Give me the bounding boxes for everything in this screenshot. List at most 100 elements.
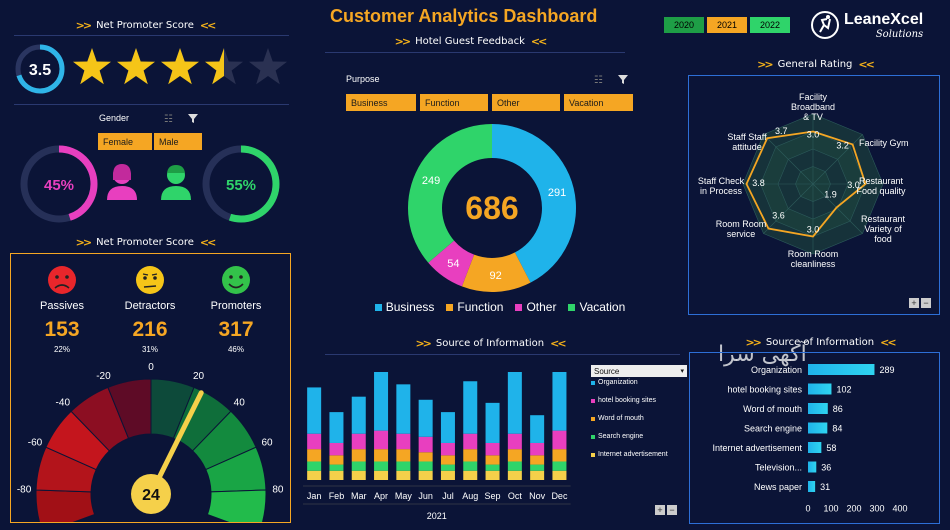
legend-label: Search engine <box>598 433 644 440</box>
gender-male-button[interactable]: Male <box>154 133 202 150</box>
filter-icon[interactable] <box>618 75 628 84</box>
radar-value-label: 3.7 <box>775 126 788 136</box>
bar-segment <box>351 461 366 471</box>
source-legend-item[interactable]: Organization <box>591 379 687 386</box>
bar-segment <box>329 470 344 480</box>
bar-segment <box>329 455 344 465</box>
gauge-tick-label: 40 <box>234 398 246 409</box>
legend-swatch <box>591 380 595 385</box>
source-title: >> Source of Information << <box>400 337 580 350</box>
chevron-right-icon: >> <box>394 35 412 48</box>
data-label: 86 <box>833 404 843 414</box>
hbar <box>808 383 832 395</box>
bar-segment <box>552 461 567 471</box>
x-tick-label: May <box>395 491 413 501</box>
chevron-left-icon: << <box>199 19 217 32</box>
chevron-right-icon: >> <box>75 236 93 249</box>
nps-top-title: >> Net Promoter Score << <box>70 19 220 32</box>
legend-swatch <box>591 434 595 439</box>
year-2022-button[interactable]: 2022 <box>750 17 790 33</box>
nps-panel <box>10 253 291 523</box>
bar-segment <box>307 470 322 480</box>
legend-item-business[interactable]: Business <box>374 300 434 314</box>
donut-hole <box>443 159 541 257</box>
x-tick-label: Mar <box>351 491 367 501</box>
radar-axis <box>763 134 814 185</box>
star-icon <box>161 48 199 85</box>
legend-label: Other <box>526 300 557 314</box>
male-pct: 55% <box>226 177 256 194</box>
y-tick-label: Search engine <box>744 424 802 434</box>
bar-segment <box>552 470 567 480</box>
chevron-left-icon: << <box>550 337 567 350</box>
legend-swatch <box>568 303 576 311</box>
sad-face-icon <box>48 266 76 294</box>
bar-segment <box>396 449 411 462</box>
bar-segment <box>552 449 567 462</box>
bar-segment <box>507 461 522 471</box>
x-tick-label: 300 <box>869 504 884 514</box>
x-tick-label: Sep <box>485 491 501 501</box>
purpose-other-button[interactable]: Other <box>492 94 560 111</box>
legend-item-vacation[interactable]: Vacation <box>568 300 625 314</box>
bar-segment <box>329 442 344 456</box>
passives-pct: 22% <box>54 345 70 354</box>
divider <box>14 104 289 105</box>
bar-segment <box>552 372 567 431</box>
source-legend-item[interactable]: hotel booking sites <box>591 397 687 404</box>
year-slicer: 2020 2021 2022 <box>664 17 790 33</box>
x-tick-label: Nov <box>529 491 546 501</box>
logo: LeaneXcel Solutions <box>810 10 923 40</box>
source-legend-item[interactable]: Word of mouth <box>591 415 687 422</box>
legend-label: Vacation <box>579 300 626 314</box>
source-zoom-in-button[interactable]: + <box>655 505 665 515</box>
slicer-icons: ☷ <box>164 114 198 124</box>
bar-segment <box>418 436 433 453</box>
legend-label: hotel booking sites <box>598 397 656 404</box>
source-dropdown[interactable]: Source ▾ <box>591 365 687 377</box>
legend-item-other[interactable]: Other <box>515 300 556 314</box>
source-horizontal-bar-chart: Organization 289 hotel booking sites 102 Wor… <box>712 364 908 514</box>
rating-zoom-in-button[interactable]: + <box>909 298 919 308</box>
bar-segment <box>463 461 478 471</box>
purpose-function-button[interactable]: Function <box>420 94 488 111</box>
bar-segment <box>329 464 344 471</box>
source-legend-item[interactable]: Search engine <box>591 433 687 440</box>
bar-segment <box>552 430 567 450</box>
x-tick-label: Jun <box>418 491 433 501</box>
purpose-business-button[interactable]: Business <box>346 94 416 111</box>
data-label: 36 <box>821 463 831 473</box>
source-dropdown-label: Source <box>594 366 620 376</box>
data-label: 84 <box>832 424 842 434</box>
x-tick-label: 400 <box>892 504 907 514</box>
bar-segment <box>485 455 500 465</box>
purpose-vacation-button[interactable]: Vacation <box>564 94 633 111</box>
promoters-count: 317 <box>218 318 253 341</box>
gender-female-button[interactable]: Female <box>98 133 152 150</box>
data-label: 31 <box>820 482 830 492</box>
subtitle-text: Hotel Guest Feedback <box>415 36 525 47</box>
promoters-label: Promoters <box>211 300 262 312</box>
radar-category-label: Room Room service <box>716 219 767 239</box>
year-2020-button[interactable]: 2020 <box>664 17 704 33</box>
bar-segment <box>530 455 545 465</box>
detractors-pct: 31% <box>142 345 158 354</box>
rating-title-text: General Rating <box>777 59 853 70</box>
bar-segment <box>530 442 545 456</box>
bar-segment <box>440 442 455 456</box>
year-2021-button[interactable]: 2021 <box>707 17 747 33</box>
male-icon <box>161 165 191 200</box>
multi-select-icon[interactable]: ☷ <box>594 75 603 86</box>
chevron-left-icon: << <box>530 35 548 48</box>
multi-select-icon[interactable]: ☷ <box>164 114 173 124</box>
source-zoom-out-button[interactable]: − <box>667 505 677 515</box>
legend-item-function[interactable]: Function <box>446 300 503 314</box>
bar-segment <box>374 372 389 431</box>
bar-segment <box>418 461 433 471</box>
rating-zoom-out-button[interactable]: − <box>921 298 931 308</box>
chevron-left-icon: << <box>858 58 875 71</box>
filter-icon[interactable] <box>188 114 198 123</box>
source-legend-item[interactable]: Internet advertisement <box>591 451 687 458</box>
y-tick-label: hotel booking sites <box>727 385 802 395</box>
radar-axis <box>763 183 814 234</box>
